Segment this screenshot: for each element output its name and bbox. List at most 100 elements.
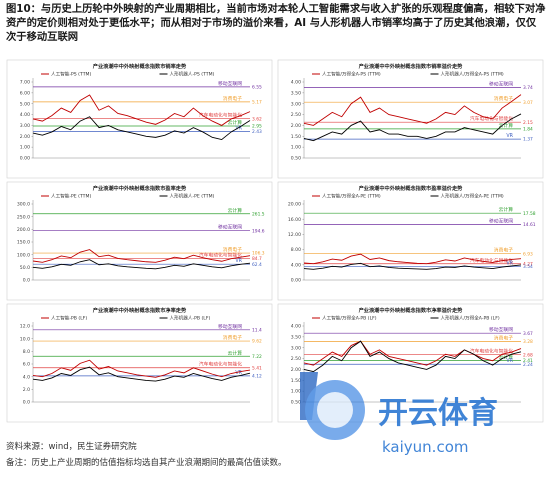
reference-label: 云计算 — [499, 206, 514, 213]
reference-value: 84.7 — [252, 256, 262, 262]
chart-title: 产业浪潮中中外映射概念指数市净率走势 — [93, 306, 187, 314]
charts: 产业浪潮中中外映射概念指数市销率走势 0.00 1.00 2.00 3.00 4.00 5.… — [6, 59, 544, 423]
reference-value: 3.67 — [523, 331, 533, 337]
reference-value: 17.58 — [523, 211, 536, 217]
legend-label: 人工智能/万得全A-PB (LF) — [322, 315, 377, 322]
y-tick-label: 6.00 — [20, 90, 30, 96]
reference-value: 2.24 — [523, 362, 533, 368]
reference-value: 2.43 — [252, 129, 262, 135]
panel-frame — [277, 181, 544, 301]
reference-value: 3.54 — [523, 264, 533, 270]
legend-label: 人工智能/万得全A-PE (TTM) — [322, 193, 381, 200]
reference-label: 云计算 — [228, 119, 243, 126]
reference-value: 2.15 — [523, 120, 533, 126]
y-tick-label: 3.00 — [291, 101, 301, 107]
reference-value: 62.4 — [252, 262, 262, 268]
y-tick-label: 4.0 — [23, 374, 30, 380]
series-line — [32, 366, 251, 382]
legend-label: 人形机器人-PS (TTM) — [170, 71, 215, 78]
legend-label: 人工智能/万得全A-PS (TTM) — [322, 71, 381, 78]
reference-value: 2.95 — [252, 124, 262, 130]
reference-value: 4.12 — [252, 374, 262, 380]
series-line — [303, 340, 522, 373]
legend-label: 人形机器人/万得全A-PB (LF) — [441, 315, 500, 322]
reference-label: 消费电子 — [494, 247, 513, 254]
legend-label: 人工智能-PB (LF) — [51, 315, 87, 322]
reference-label: VR — [506, 133, 513, 139]
legend-label: 人形机器人-PB (LF) — [170, 315, 211, 322]
y-tick-label: 8.0 — [23, 349, 30, 355]
y-tick-label: 1.50 — [291, 378, 301, 384]
series-line — [32, 116, 251, 141]
chart-panel: 产业浪潮中中外映射概念指数市销率走势 0.00 1.00 2.00 3.00 4.00 5.… — [6, 59, 273, 179]
series-line — [303, 340, 522, 366]
legend-label: 人形机器人/万得全A-PE (TTM) — [441, 193, 504, 200]
reference-label: 消费电子 — [494, 335, 513, 342]
reference-value: 14.61 — [523, 222, 536, 228]
chart-panel: 产业浪潮中中外映射概念指数市盈率走势 0.0 50.0 100.0 150.0 200.0… — [6, 181, 273, 301]
chart-title: 产业浪潮中中外映射概念指数市净率溢价走势 — [359, 306, 464, 314]
y-tick-label: 1.00 — [291, 389, 301, 395]
reference-label: 汽车电动化与智能化 — [199, 361, 242, 368]
y-tick-label: 16.00 — [288, 217, 301, 223]
reference-label: 移动互联网 — [218, 224, 242, 231]
y-tick-label: 200.0 — [17, 227, 30, 233]
y-tick-label: 0.00 — [20, 156, 30, 162]
y-tick-label: 150.0 — [17, 240, 30, 246]
reference-label: VR — [235, 370, 242, 376]
y-tick-label: 4.00 — [20, 112, 30, 118]
chart-title: 产业浪潮中中外映射概念指数市销率溢价走势 — [359, 62, 464, 70]
reference-value: 6.55 — [252, 84, 262, 90]
y-tick-label: 20.00 — [288, 202, 301, 208]
series-line — [32, 249, 251, 263]
y-tick-label: 0.0 — [23, 278, 30, 284]
y-tick-label: 2.00 — [291, 367, 301, 373]
series-line — [303, 262, 522, 270]
legend-label: 人形机器人-PE (TTM) — [170, 193, 215, 200]
reference-value: 5.41 — [252, 365, 262, 371]
y-tick-label: 8.00 — [291, 247, 301, 253]
remark-note: 备注：历史上产业周期的估值指标均选自其产业浪潮期间的最高估值读数。 — [6, 458, 287, 468]
reference-label: 汽车电动化与智能化 — [470, 257, 513, 264]
legend-label: 人形机器人/万得全A-PS (TTM) — [441, 71, 504, 78]
y-tick-label: 7.00 — [20, 80, 30, 86]
chart-panel: 产业浪潮中中外映射概念指数市盈率溢价走势 0.00 4.00 8.00 12.00 16.… — [277, 181, 544, 301]
reference-label: 消费电子 — [223, 246, 242, 253]
reference-value: 9.62 — [252, 339, 262, 345]
y-tick-label: 0.00 — [291, 278, 301, 284]
y-tick-label: 6.0 — [23, 362, 30, 368]
series-line — [32, 359, 251, 378]
reference-value: 5.17 — [252, 99, 262, 105]
y-tick-label: 50.0 — [20, 265, 30, 271]
series-line — [303, 253, 522, 265]
y-tick-label: 12.0 — [20, 324, 30, 330]
reference-label: 汽车电动化与智能化 — [470, 348, 513, 355]
reference-value: 1.37 — [523, 137, 533, 143]
y-tick-label: 3.50 — [291, 334, 301, 340]
reference-label: 移动互联网 — [489, 326, 513, 333]
y-tick-label: 0.0 — [23, 400, 30, 406]
chart-panel: 产业浪潮中中外映射概念指数市净率溢价走势 0.50 1.00 1.50 2.00 2.50… — [277, 303, 544, 423]
y-tick-label: 4.00 — [291, 324, 301, 330]
y-tick-label: 1.00 — [20, 145, 30, 151]
reference-label: 移动互联网 — [489, 81, 513, 88]
reference-label: 移动互联网 — [218, 80, 242, 87]
panel-frame — [6, 303, 273, 423]
reference-value: 106.3 — [252, 251, 265, 257]
reference-value: 6.93 — [523, 251, 533, 257]
y-tick-label: 1.50 — [291, 134, 301, 140]
y-tick-label: 2.50 — [291, 112, 301, 118]
chart-title: 产业浪潮中中外映射概念指数市盈率走势 — [93, 184, 187, 192]
reference-label: 云计算 — [499, 122, 514, 129]
panel-frame — [6, 181, 273, 301]
source-note: 资料来源：wind，民生证券研究院 — [6, 442, 137, 452]
reference-value: 3.07 — [523, 100, 533, 106]
reference-value: 11.4 — [252, 327, 262, 333]
reference-label: 消费电子 — [223, 95, 242, 102]
reference-value: 2.41 — [523, 358, 533, 364]
y-tick-label: 250.0 — [17, 214, 30, 220]
reference-label: VR — [235, 126, 242, 132]
y-tick-label: 4.00 — [291, 262, 301, 268]
y-tick-label: 300.0 — [17, 202, 30, 208]
reference-label: VR — [235, 258, 242, 264]
